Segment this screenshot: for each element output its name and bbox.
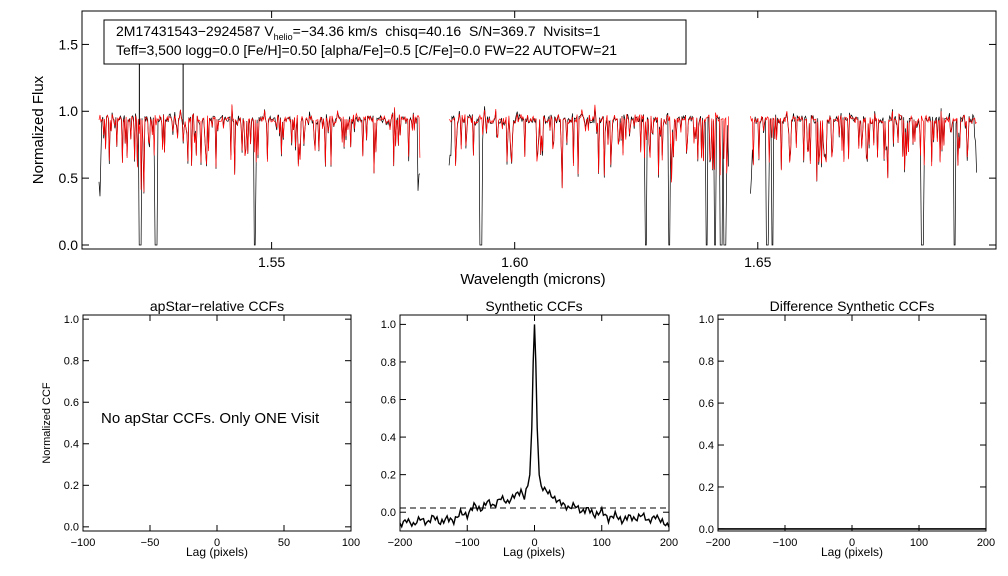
difference-x-tick-label: 0: [849, 537, 855, 549]
synthetic-y-tick-label: 0.0: [381, 507, 396, 519]
spectrum-ylabel: Normalized Flux: [30, 75, 47, 184]
difference-y-ticks: 0.0 0.2 0.4 0.6 0.8 1.0: [699, 314, 986, 536]
info-line-2: Teff=3,500 logg=0.0 [Fe/H]=0.50 [alpha/F…: [116, 42, 617, 58]
difference-y-tick-label: 0.4: [699, 440, 714, 452]
synthetic-x-tick-label: 100: [593, 537, 611, 549]
apstar-y-ticks: 0.0 0.2 0.4 0.6 0.8 1.0: [64, 314, 351, 534]
apstar-y-tick-label: 0.4: [64, 439, 79, 451]
synthetic-xlabel: Lag (pixels): [503, 545, 565, 559]
spectrum-x-tick-label: 1.60: [501, 254, 528, 270]
difference-y-tick-label: 0.2: [699, 482, 714, 494]
spectrum-info-box: 2M17431543−2924587 Vhelio=−34.36 km/s ch…: [103, 19, 687, 65]
info-line-1: 2M17431543−2924587 Vhelio=−34.36 km/s ch…: [116, 23, 601, 42]
spectrum-model-series: [98, 104, 977, 193]
apstar-no-data-message: No apStar CCFs. Only ONE Visit: [101, 410, 320, 427]
info-box-frame: [103, 19, 687, 65]
difference-y-tick-label: 0.6: [699, 398, 714, 410]
synthetic-y-tick-label: 0.4: [381, 432, 396, 444]
spectrum-x-tick-label: 1.65: [744, 254, 771, 270]
synthetic-x-ticks: −200 −100 0 100 200: [388, 315, 678, 549]
spectrum-model-line-chip-3: [750, 110, 977, 181]
difference-x-tick-label: 100: [910, 537, 928, 549]
synthetic-x-tick-label: −200: [388, 537, 413, 549]
difference-y-tick-label: 0.8: [699, 356, 714, 368]
synthetic-panel: −200 −100 0 100 200 0.0 0.2 0.4 0.6 0.8 1.0 Synth…: [381, 298, 678, 559]
apstar-x-tick-label: 100: [342, 537, 360, 549]
apstar-x-tick-label: 50: [278, 537, 290, 549]
synthetic-title: Synthetic CCFs: [485, 298, 582, 314]
spectrum-y-tick-label: 1.5: [59, 36, 79, 52]
info-v-prefix: V: [264, 23, 274, 39]
spectrum-x-tick-label: 1.55: [258, 254, 285, 270]
difference-x-tick-label: 200: [977, 537, 995, 549]
difference-x-tick-label: −100: [773, 537, 798, 549]
apstar-y-tick-label: 0.2: [64, 480, 79, 492]
synthetic-x-tick-label: 200: [660, 537, 678, 549]
spectrum-y-tick-label: 0.0: [59, 237, 79, 253]
difference-y-tick-label: 0.0: [699, 524, 714, 536]
synthetic-x-tick-label: −100: [455, 537, 480, 549]
synthetic-ccf-line: [399, 324, 670, 529]
apstar-title: apStar−relative CCFs: [150, 298, 284, 314]
apstar-y-tick-label: 0.0: [64, 522, 79, 534]
apstar-xlabel: Lag (pixels): [186, 545, 248, 559]
apstar-x-ticks: −100 −50 0 50 100: [71, 315, 360, 549]
difference-x-ticks: −200 −100 0 100 200: [706, 315, 995, 549]
spectrum-panel: 1.55 1.60 1.65 0.0 0.5 1.0 1.5 2M17431543−292…: [30, 10, 997, 288]
difference-x-tick-label: −200: [706, 537, 731, 549]
spectrum-y-tick-label: 1.0: [59, 103, 79, 119]
spectrum-x-ticks: 1.55 1.60 1.65: [258, 11, 772, 270]
apstar-ylabel: Normalized CCF: [41, 382, 53, 464]
spectrum-model-line-chip-1: [98, 104, 421, 193]
apstar-x-tick-label: 0: [214, 537, 220, 549]
info-star-id: 2M17431543−2924587: [116, 23, 261, 39]
spectrum-frame: [81, 10, 997, 250]
difference-title: Difference Synthetic CCFs: [770, 298, 935, 314]
info-line-1-rest: chisq=40.16 S/N=369.7 Nvisits=1: [378, 23, 601, 39]
synthetic-y-tick-label: 1.0: [381, 319, 396, 331]
synthetic-y-ticks: 0.0 0.2 0.4 0.6 0.8 1.0: [381, 319, 669, 519]
synthetic-y-tick-label: 0.6: [381, 394, 396, 406]
apstar-y-tick-label: 0.8: [64, 356, 79, 368]
apstar-y-tick-label: 1.0: [64, 314, 79, 326]
spectrum-y-ticks: 0.0 0.5 1.0 1.5: [59, 36, 996, 253]
info-v-value: =−34.36 km/s: [293, 23, 378, 39]
synthetic-x-tick-label: 0: [531, 537, 537, 549]
apstar-x-tick-label: −100: [71, 537, 96, 549]
difference-panel: −200 −100 0 100 200 0.0 0.2 0.4 0.6 0.8 1.0 Diffe…: [699, 298, 995, 559]
apstar-panel: −100 −50 0 50 100 0.0 0.2 0.4 0.6 0.8 1.0 apStar−…: [41, 298, 360, 559]
spectrum-xlabel: Wavelength (microns): [460, 271, 605, 288]
apstar-y-tick-label: 0.6: [64, 397, 79, 409]
apstar-x-tick-label: −50: [141, 537, 160, 549]
info-v-subscript: helio: [274, 32, 293, 42]
synthetic-series: [399, 324, 670, 529]
synthetic-y-tick-label: 0.2: [381, 470, 396, 482]
spectrum-model-line-chip-2: [448, 104, 729, 189]
synthetic-y-tick-label: 0.8: [381, 357, 396, 369]
difference-xlabel: Lag (pixels): [821, 545, 883, 559]
difference-y-tick-label: 1.0: [699, 314, 714, 326]
spectrum-y-tick-label: 0.5: [59, 170, 79, 186]
